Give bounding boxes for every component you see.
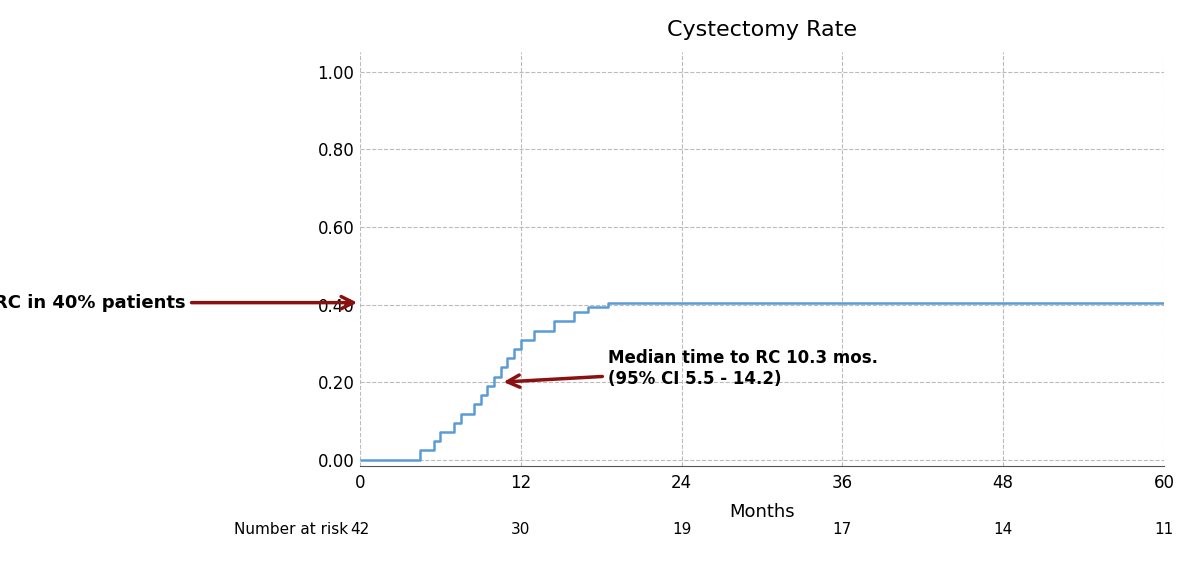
Text: 42: 42 bbox=[350, 522, 370, 537]
Text: Number at risk: Number at risk bbox=[234, 522, 348, 537]
Text: 14: 14 bbox=[994, 522, 1013, 537]
Text: 11: 11 bbox=[1154, 522, 1174, 537]
Title: Cystectomy Rate: Cystectomy Rate bbox=[667, 20, 857, 40]
Text: Median time to RC 10.3 mos.
(95% CI 5.5 - 14.2): Median time to RC 10.3 mos. (95% CI 5.5 … bbox=[508, 349, 878, 388]
Text: RC in 40% patients: RC in 40% patients bbox=[0, 294, 353, 311]
X-axis label: Months: Months bbox=[730, 503, 794, 521]
Text: 17: 17 bbox=[833, 522, 852, 537]
Text: 19: 19 bbox=[672, 522, 691, 537]
Text: 30: 30 bbox=[511, 522, 530, 537]
